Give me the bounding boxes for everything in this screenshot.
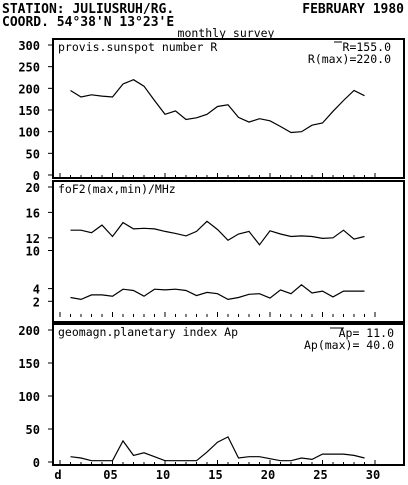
- xtick-label: 15: [208, 468, 222, 480]
- fof2-ytick-label: 10: [26, 245, 40, 259]
- ap-ytick-label: 0: [33, 456, 40, 470]
- sunspot-ytick-label: 250: [18, 61, 40, 75]
- survey-subtitle: monthly survey: [178, 26, 275, 40]
- fof2-ytick-label: 2: [33, 295, 40, 309]
- panel-ap-title: geomagn.planetary index Ap: [58, 325, 238, 339]
- xtick-label: 05: [103, 468, 117, 480]
- fof2-ytick-label: 12: [26, 232, 40, 246]
- panel-fof2-frame: [52, 180, 405, 323]
- station-label: STATION: JULIUSRUH/RG.: [2, 2, 174, 17]
- xtick-label: d: [54, 468, 61, 480]
- sunspot-ytick-label: 150: [18, 104, 40, 118]
- fof2-ytick-label: 4: [33, 283, 40, 297]
- ap-ytick-label: 100: [18, 390, 40, 404]
- xtick-label: 20: [261, 468, 275, 480]
- fof2-series-line-1: [70, 284, 365, 301]
- sunspot-ytick-label: 50: [26, 147, 40, 161]
- sunspot-ytick-label: 0: [33, 169, 40, 183]
- xtick-label: 30: [366, 468, 380, 480]
- sunspot-series-line-0: [70, 79, 365, 134]
- fof2-ytick-label: 20: [26, 181, 40, 195]
- ap-ytick-label: 200: [18, 324, 40, 338]
- panel-fof2-title: foF2(max,min)/MHz: [58, 182, 176, 196]
- fof2-series-line-0: [70, 220, 365, 246]
- coord-label: COORD. 54°38'N 13°23'E: [2, 15, 174, 30]
- ap-ytick-label: 50: [26, 423, 40, 437]
- fof2-ytick-label: 16: [26, 206, 40, 220]
- xtick-label: 25: [313, 468, 327, 480]
- sunspot-ytick-label: 100: [18, 126, 40, 140]
- sunspot-mean-stat: R=155.0: [343, 40, 392, 54]
- sunspot-ytick-label: 200: [18, 82, 40, 96]
- sunspot-ytick-label: 300: [18, 39, 40, 53]
- ap-mean-stat: Ap= 11.0: [339, 326, 394, 340]
- date-label: FEBRUARY 1980: [302, 2, 404, 17]
- ap-series-line-0: [70, 436, 365, 462]
- ap-max-stat: Ap(max)= 40.0: [304, 338, 394, 352]
- panel-sunspot-title: provis.sunspot number R: [58, 40, 217, 54]
- sunspot-max-stat: R(max)=220.0: [308, 52, 391, 66]
- chart-marks: 0501001502002503002410121620050100150200…: [18, 39, 380, 482]
- ap-ytick-label: 150: [18, 357, 40, 371]
- xtick-label: 10: [156, 468, 170, 480]
